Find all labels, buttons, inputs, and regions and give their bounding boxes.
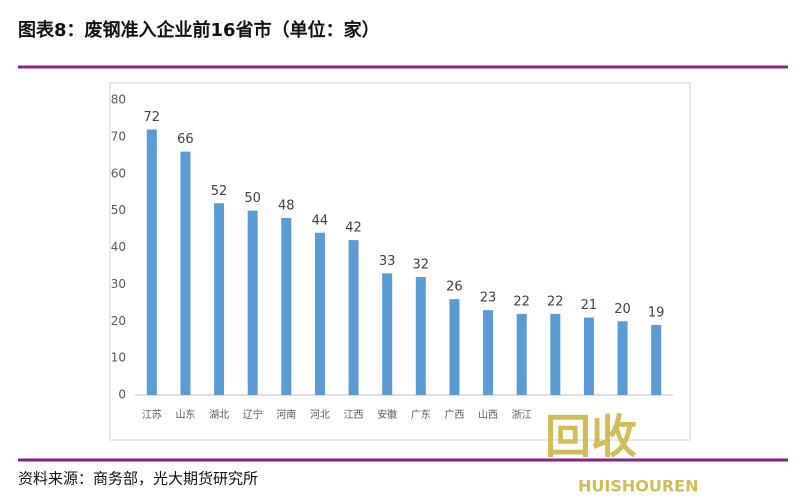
- data-label: 66: [177, 132, 194, 147]
- chart-title: 图表8：废钢准入企业前16省市（单位：家）: [18, 19, 380, 41]
- data-label: 22: [547, 294, 564, 309]
- bar: [449, 299, 460, 395]
- x-tick-label: 江苏: [142, 408, 162, 421]
- bar: [617, 321, 628, 395]
- y-tick-label: 50: [111, 203, 126, 217]
- x-tick-label: 湖北: [209, 409, 229, 421]
- data-label: 33: [379, 254, 396, 269]
- bar: [550, 313, 561, 395]
- data-label: 48: [278, 199, 295, 214]
- chart-frame: [109, 82, 691, 441]
- data-label: 42: [345, 221, 362, 236]
- data-label: 19: [648, 305, 665, 320]
- y-tick-label: 60: [111, 166, 126, 180]
- bar: [415, 277, 426, 395]
- bar: [348, 240, 359, 395]
- bar: [146, 129, 157, 395]
- bar: [214, 203, 225, 395]
- x-tick-label: 广西: [444, 409, 464, 421]
- bar: [651, 324, 662, 395]
- bar: [583, 317, 594, 395]
- y-tick-label: 10: [111, 351, 126, 365]
- x-tick-label: 河南: [276, 408, 296, 421]
- y-tick-label: 30: [111, 277, 126, 291]
- x-tick-label: 江西: [344, 409, 364, 421]
- x-tick-label: 广东: [411, 408, 431, 421]
- watermark-subtext: HUISHOUREN: [578, 477, 698, 496]
- bar: [180, 151, 191, 395]
- data-label: 50: [244, 191, 261, 206]
- data-label: 52: [211, 184, 228, 199]
- bar: [382, 273, 393, 395]
- source: 资料来源：商务部，光大期货研究所: [18, 470, 258, 488]
- x-tick-label: 安徽: [377, 408, 397, 421]
- bar: [314, 232, 325, 395]
- x-tick-label: 河北: [310, 409, 330, 421]
- data-label: 32: [413, 258, 430, 273]
- watermark: 回收 HUISHOUREN: [545, 410, 698, 496]
- x-tick-label: 山东: [175, 408, 195, 421]
- watermark-text: 回收: [545, 410, 637, 464]
- x-tick-label: 辽宁: [243, 408, 263, 421]
- y-tick-label: 0: [118, 388, 126, 402]
- x-tick-label: 山西: [478, 409, 498, 421]
- data-label: 20: [614, 302, 631, 317]
- data-label: 23: [480, 291, 497, 306]
- bar: [483, 310, 494, 395]
- bar: [281, 218, 292, 395]
- data-label: 72: [144, 110, 161, 125]
- data-label: 26: [446, 280, 463, 295]
- y-tick-label: 70: [111, 129, 126, 143]
- y-tick-label: 80: [111, 93, 126, 107]
- data-label: 22: [513, 294, 530, 309]
- data-label: 21: [581, 298, 598, 313]
- data-label: 44: [312, 213, 329, 228]
- y-tick-label: 40: [111, 240, 126, 254]
- y-tick-label: 20: [111, 314, 126, 328]
- x-tick-label: 浙江: [512, 409, 532, 421]
- bar: [516, 313, 527, 395]
- bar: [247, 210, 258, 395]
